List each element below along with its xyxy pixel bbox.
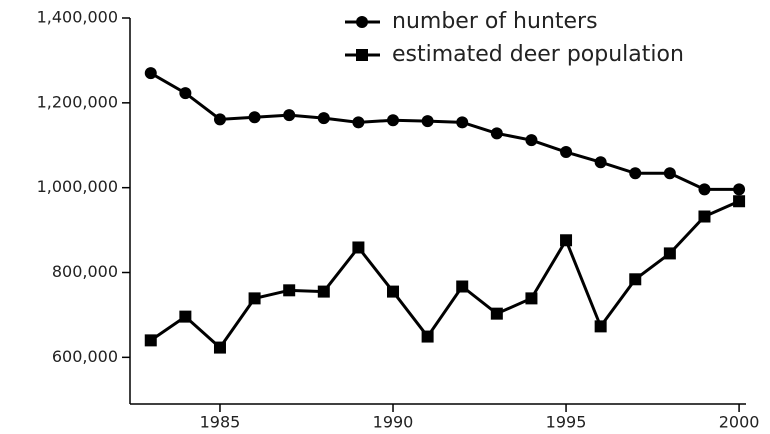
marker — [317, 285, 330, 298]
marker — [663, 167, 676, 180]
marker — [421, 115, 434, 128]
marker — [356, 49, 368, 61]
marker — [387, 285, 400, 298]
marker — [456, 280, 469, 293]
series-line — [149, 199, 740, 350]
y-tick-label: 1,200,000 — [37, 92, 118, 111]
legend-label: number of hunters — [392, 9, 598, 34]
marker — [525, 292, 538, 305]
marker — [525, 134, 538, 147]
marker — [283, 284, 296, 297]
x-tick-label: 2000 — [719, 413, 760, 432]
marker — [594, 320, 607, 333]
marker — [387, 114, 400, 127]
marker — [421, 330, 434, 343]
marker — [490, 127, 503, 140]
marker — [179, 87, 192, 100]
legend-label: estimated deer population — [392, 42, 684, 67]
marker — [733, 183, 746, 196]
y-tick-label: 1,000,000 — [37, 177, 118, 196]
marker — [144, 334, 157, 347]
marker — [560, 146, 573, 159]
marker — [213, 113, 226, 126]
marker — [144, 67, 157, 80]
marker — [560, 234, 573, 247]
marker — [698, 183, 711, 196]
marker — [352, 241, 365, 254]
x-tick-label: 1985 — [200, 413, 241, 432]
marker — [663, 247, 676, 260]
marker — [317, 112, 330, 125]
marker — [248, 292, 261, 305]
x-tick-label: 1990 — [373, 413, 414, 432]
series-line — [150, 71, 740, 191]
marker — [248, 111, 261, 124]
marker — [213, 341, 226, 354]
marker — [594, 156, 607, 169]
x-tick-label: 1995 — [546, 413, 587, 432]
marker — [456, 116, 469, 129]
marker — [283, 109, 296, 122]
marker — [733, 195, 746, 208]
marker — [629, 167, 642, 180]
marker — [356, 16, 368, 28]
y-tick-label: 800,000 — [52, 262, 118, 281]
marker — [698, 210, 711, 223]
marker — [490, 307, 503, 320]
marker — [179, 310, 192, 323]
marker — [352, 116, 365, 129]
y-tick-label: 1,400,000 — [37, 8, 118, 27]
marker — [629, 273, 642, 286]
y-tick-label: 600,000 — [52, 347, 118, 366]
